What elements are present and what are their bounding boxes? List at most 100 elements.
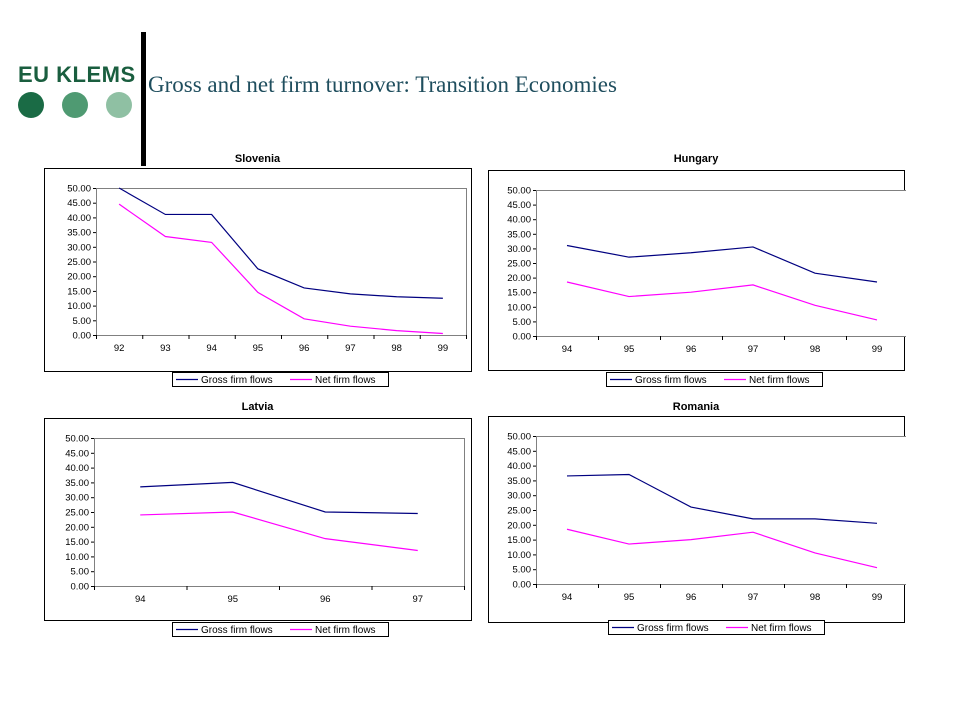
y-tick-label: 10.00 xyxy=(67,301,91,312)
y-tick-label: 40.00 xyxy=(507,215,531,226)
chart-title: Slovenia xyxy=(235,153,281,165)
y-tick-label: 25.00 xyxy=(507,259,531,270)
y-tick-label: 10.00 xyxy=(507,302,531,313)
legend-box xyxy=(172,622,389,637)
logo-text: EU KLEMS xyxy=(18,62,136,87)
x-tick-label: 95 xyxy=(253,343,264,354)
y-tick-label: 5.00 xyxy=(513,565,532,576)
y-tick-label: 45.00 xyxy=(65,448,89,459)
y-tick-label: 25.00 xyxy=(65,508,89,519)
y-tick-label: 5.00 xyxy=(513,317,532,328)
legend-label: Gross firm flows xyxy=(637,623,709,634)
y-tick-label: 35.00 xyxy=(507,229,531,240)
x-tick-label: 95 xyxy=(624,344,635,355)
chart-svg: Latvia 0.00 5.00 10.00 15.00 20.00 25.00 30.00 3… xyxy=(44,401,472,637)
x-tick-label: 97 xyxy=(412,594,423,605)
legend-label: Gross firm flows xyxy=(201,625,273,636)
plot-area xyxy=(94,438,465,587)
series-line-net xyxy=(118,203,443,335)
plot-area xyxy=(536,436,906,585)
x-tick-label: 98 xyxy=(391,343,402,354)
legend-label: Net firm flows xyxy=(751,623,812,634)
series-line-net xyxy=(140,511,418,552)
x-tick-label: 94 xyxy=(135,594,146,605)
y-tick-label: 5.00 xyxy=(73,316,92,327)
legend-box xyxy=(608,620,825,635)
y-tick-label: 0.00 xyxy=(513,580,532,591)
y-tick-label: 30.00 xyxy=(507,491,531,502)
logo-dot-light xyxy=(106,92,132,118)
x-tick-label: 98 xyxy=(810,344,821,355)
series-line-net xyxy=(566,281,878,321)
x-tick-label: 98 xyxy=(810,592,821,603)
title-divider xyxy=(141,32,146,166)
series-line-gross xyxy=(566,473,878,524)
y-tick-label: 0.00 xyxy=(513,332,532,343)
x-tick-label: 94 xyxy=(562,592,573,603)
page-title: Gross and net firm turnover: Transition … xyxy=(148,72,617,97)
y-tick-label: 45.00 xyxy=(507,200,531,211)
y-tick-label: 15.00 xyxy=(507,288,531,299)
y-tick-label: 45.00 xyxy=(507,446,531,457)
chart-latvia: Latvia 0.00 5.00 10.00 15.00 20.00 25.00 30.00 3… xyxy=(44,396,472,642)
chart-svg: Romania 0.00 5.00 10.00 15.00 20.00 25.00 30.00… xyxy=(488,401,906,635)
plot-area xyxy=(96,188,467,336)
x-tick-label: 95 xyxy=(624,592,635,603)
y-tick-label: 30.00 xyxy=(65,493,89,504)
y-tick-label: 35.00 xyxy=(507,476,531,487)
x-tick-label: 94 xyxy=(562,344,573,355)
y-tick-label: 20.00 xyxy=(507,273,531,284)
y-tick-label: 10.00 xyxy=(507,550,531,561)
y-tick-label: 20.00 xyxy=(65,522,89,533)
series-line-net xyxy=(566,528,878,569)
y-tick-label: 25.00 xyxy=(507,506,531,517)
x-tick-label: 96 xyxy=(686,344,697,355)
x-tick-label: 99 xyxy=(438,343,449,354)
y-tick-label: 0.00 xyxy=(71,582,90,593)
series-line-gross xyxy=(118,187,443,299)
x-tick-label: 96 xyxy=(320,594,331,605)
x-tick-label: 97 xyxy=(345,343,356,354)
y-tick-label: 10.00 xyxy=(65,552,89,563)
legend-box xyxy=(172,372,389,387)
y-tick-label: 30.00 xyxy=(67,242,91,253)
chart-hungary: Hungary 0.00 5.00 10.00 15.00 20.00 25.00 30.00… xyxy=(486,148,906,392)
y-tick-label: 40.00 xyxy=(67,213,91,224)
y-tick-label: 50.00 xyxy=(65,434,89,445)
eu-klems-logo: EU KLEMS xyxy=(18,62,138,126)
y-tick-label: 25.00 xyxy=(67,257,91,268)
y-tick-label: 20.00 xyxy=(507,520,531,531)
y-tick-label: 40.00 xyxy=(65,463,89,474)
x-tick-label: 93 xyxy=(160,343,171,354)
y-tick-label: 45.00 xyxy=(67,198,91,209)
y-tick-label: 50.00 xyxy=(507,432,531,443)
x-tick-label: 92 xyxy=(114,343,125,354)
plot-area xyxy=(536,190,906,337)
x-tick-label: 96 xyxy=(686,592,697,603)
y-tick-label: 30.00 xyxy=(507,244,531,255)
logo-dot-mid xyxy=(62,92,88,118)
chart-title: Romania xyxy=(673,401,720,413)
y-tick-label: 35.00 xyxy=(67,228,91,239)
y-tick-label: 40.00 xyxy=(507,461,531,472)
legend-label: Net firm flows xyxy=(315,625,376,636)
y-tick-label: 5.00 xyxy=(71,567,90,578)
x-tick-label: 99 xyxy=(872,592,883,603)
legend-box xyxy=(606,372,823,387)
legend-label: Gross firm flows xyxy=(201,375,273,386)
x-tick-label: 94 xyxy=(206,343,217,354)
chart-slovenia: Slovenia 0.00 5.00 10.00 15.00 20.00 25.00 30.0… xyxy=(44,148,472,392)
x-tick-label: 96 xyxy=(299,343,310,354)
legend-label: Net firm flows xyxy=(749,375,810,386)
chart-title: Latvia xyxy=(242,401,275,413)
y-tick-label: 15.00 xyxy=(65,537,89,548)
y-tick-label: 20.00 xyxy=(67,272,91,283)
y-tick-label: 15.00 xyxy=(67,286,91,297)
chart-svg: Hungary 0.00 5.00 10.00 15.00 20.00 25.00 30.00… xyxy=(488,153,906,387)
y-tick-label: 50.00 xyxy=(67,184,91,195)
legend-label: Net firm flows xyxy=(315,375,376,386)
logo-dot-dark xyxy=(18,92,44,118)
chart-title: Hungary xyxy=(674,153,720,165)
chart-svg: Slovenia 0.00 5.00 10.00 15.00 20.00 25.00 30.0… xyxy=(44,153,472,387)
y-tick-label: 0.00 xyxy=(73,331,92,342)
